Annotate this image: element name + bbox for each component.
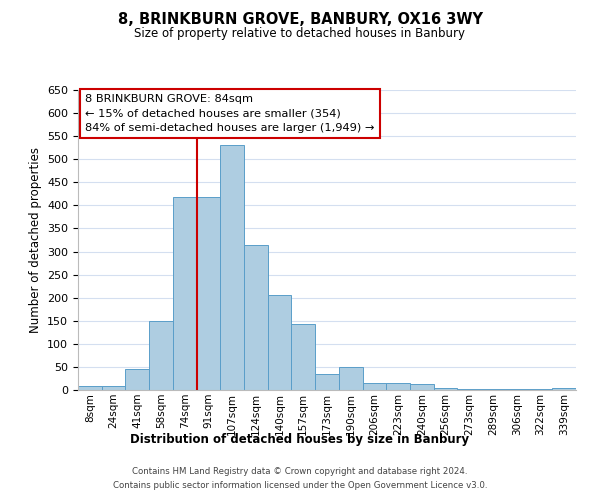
Bar — [529, 389, 552, 390]
Bar — [173, 197, 197, 390]
Bar — [102, 386, 125, 390]
Bar — [362, 383, 386, 390]
Bar — [78, 386, 102, 390]
Bar — [505, 389, 529, 390]
Bar — [220, 146, 244, 390]
Bar — [339, 367, 362, 390]
Text: 8 BRINKBURN GROVE: 84sqm
← 15% of detached houses are smaller (354)
84% of semi-: 8 BRINKBURN GROVE: 84sqm ← 15% of detach… — [85, 94, 375, 134]
Bar — [244, 244, 268, 390]
Bar — [125, 369, 149, 390]
Bar — [197, 197, 220, 390]
Bar — [386, 383, 410, 390]
Bar — [149, 321, 173, 390]
Text: 8, BRINKBURN GROVE, BANBURY, OX16 3WY: 8, BRINKBURN GROVE, BANBURY, OX16 3WY — [118, 12, 482, 28]
Bar — [410, 384, 434, 390]
Bar — [457, 388, 481, 390]
Bar — [552, 388, 576, 390]
Bar — [481, 389, 505, 390]
Bar — [434, 388, 457, 390]
Bar — [292, 324, 315, 390]
Bar — [315, 374, 339, 390]
Text: Size of property relative to detached houses in Banbury: Size of property relative to detached ho… — [134, 28, 466, 40]
Text: Contains HM Land Registry data © Crown copyright and database right 2024.: Contains HM Land Registry data © Crown c… — [132, 468, 468, 476]
Text: Distribution of detached houses by size in Banbury: Distribution of detached houses by size … — [130, 432, 470, 446]
Bar — [268, 296, 292, 390]
Y-axis label: Number of detached properties: Number of detached properties — [29, 147, 41, 333]
Text: Contains public sector information licensed under the Open Government Licence v3: Contains public sector information licen… — [113, 481, 487, 490]
